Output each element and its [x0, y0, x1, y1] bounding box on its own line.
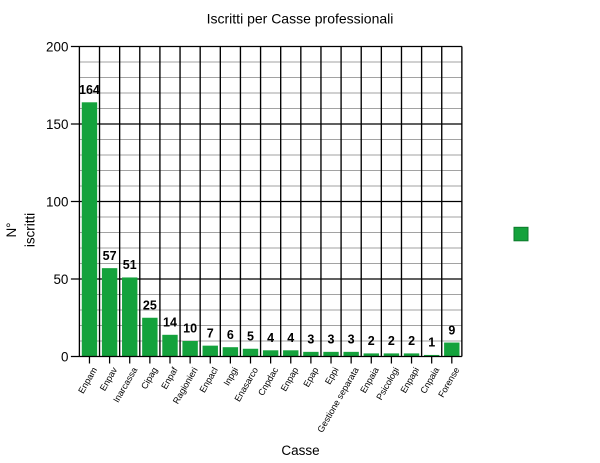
svg-text:9: 9: [448, 323, 455, 337]
svg-text:164: 164: [79, 83, 100, 97]
svg-text:4: 4: [267, 331, 274, 345]
svg-text:N°: N°: [4, 222, 19, 237]
svg-text:0: 0: [61, 350, 68, 365]
svg-text:iscritti: iscritti: [22, 213, 37, 247]
svg-text:3: 3: [328, 333, 335, 347]
svg-text:10: 10: [183, 322, 197, 336]
svg-text:14: 14: [163, 316, 177, 330]
svg-text:2: 2: [368, 334, 375, 348]
svg-text:3: 3: [307, 333, 314, 347]
svg-text:6: 6: [227, 328, 234, 342]
svg-text:Casse: Casse: [281, 443, 319, 458]
svg-text:7: 7: [207, 326, 214, 340]
svg-text:200: 200: [46, 40, 68, 55]
svg-text:5: 5: [247, 329, 254, 343]
svg-text:51: 51: [123, 258, 137, 272]
svg-text:150: 150: [46, 117, 68, 132]
svg-text:2: 2: [408, 334, 415, 348]
svg-text:4: 4: [287, 331, 294, 345]
svg-text:57: 57: [103, 249, 117, 263]
svg-text:100: 100: [46, 195, 68, 210]
svg-text:2: 2: [388, 334, 395, 348]
svg-text:25: 25: [143, 298, 157, 312]
svg-text:3: 3: [348, 333, 355, 347]
svg-text:Iscritti per Casse professiona: Iscritti per Casse professionali: [207, 11, 394, 27]
svg-text:50: 50: [53, 272, 68, 287]
svg-text:1: 1: [428, 336, 435, 350]
